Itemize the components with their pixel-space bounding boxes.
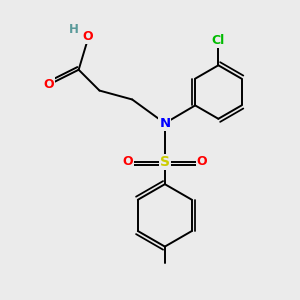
Text: N: N: [159, 117, 170, 130]
Text: Cl: Cl: [212, 34, 225, 47]
Text: O: O: [44, 78, 54, 91]
Text: O: O: [197, 155, 207, 168]
Text: O: O: [82, 30, 93, 43]
Text: O: O: [122, 155, 133, 168]
Text: H: H: [69, 23, 79, 36]
Text: S: S: [160, 155, 170, 169]
